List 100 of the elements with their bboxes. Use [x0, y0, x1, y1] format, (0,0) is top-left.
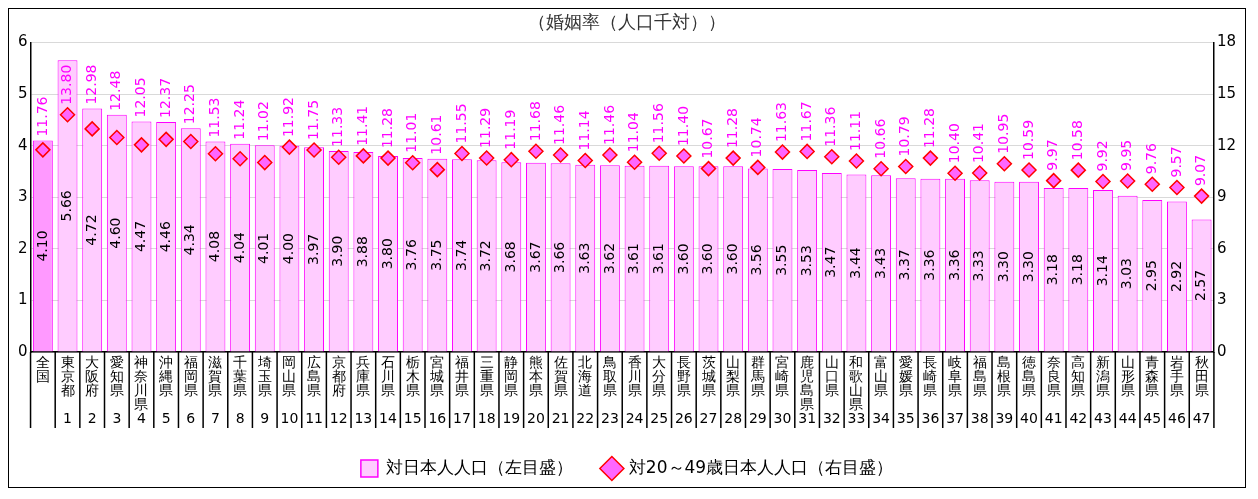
data-label: 11.04	[625, 112, 642, 153]
x-tick-label: 兵庫県 13	[354, 353, 373, 426]
x-tick-label: 宮崎県 30	[773, 353, 792, 426]
x-tick-label: 島根県 39	[995, 353, 1014, 426]
point	[84, 121, 100, 137]
data-label: 11.02	[255, 101, 272, 142]
data-label: 3.72	[477, 240, 494, 272]
data-label: 2.57	[1192, 269, 1209, 302]
x-tick-label: 長崎県 36	[921, 353, 940, 426]
x-tick-label: 富山県 34	[872, 353, 891, 426]
x-tick-label: 愛媛県 35	[896, 353, 915, 426]
point	[577, 152, 593, 169]
x-tick-label: 全国	[35, 353, 50, 384]
x-tick-label: 滋賀県 7	[208, 353, 223, 426]
data-label: 11.14	[575, 110, 592, 151]
x-tick-label: 青森県 45	[1143, 353, 1162, 426]
data-label: 3.75	[427, 239, 444, 271]
x-tick-label: 山形県 44	[1118, 353, 1137, 426]
data-label: 11.55	[452, 103, 469, 144]
point	[651, 145, 667, 162]
x-tick-label: 鹿児島県 31	[798, 353, 817, 426]
data-label: 4.60	[107, 217, 124, 249]
data-label: 10.40	[945, 123, 962, 164]
data-label: 3.76	[403, 239, 420, 271]
data-label: 10.66	[871, 118, 888, 159]
x-tick-label: 熊本県 20	[527, 353, 545, 426]
data-label: 11.56	[649, 103, 666, 144]
data-label: 11.92	[280, 97, 297, 138]
data-label: 3.03	[1118, 258, 1135, 290]
point	[676, 148, 692, 164]
x-tick-label: 群馬県 29	[748, 353, 767, 426]
data-label: 3.53	[797, 245, 814, 277]
x-tick-label: 大阪府 2	[85, 353, 100, 426]
x-tick-label: 鳥取県 23	[600, 353, 619, 426]
x-tick-label: 三重県 18	[477, 353, 496, 426]
x-tick-label: 栃木県 15	[403, 353, 422, 426]
data-label: 3.60	[674, 243, 691, 275]
x-tick-label: 静岡県 19	[502, 353, 521, 426]
point	[848, 153, 865, 169]
data-label: 3.14	[1093, 255, 1110, 287]
data-label: 3.55	[773, 244, 790, 276]
data-label: 10.74	[748, 117, 765, 158]
data-label: 11.46	[551, 104, 568, 146]
point	[750, 159, 766, 176]
data-label: 3.66	[551, 241, 568, 273]
point	[404, 155, 421, 171]
data-label: 2.92	[1167, 260, 1184, 293]
data-label: 5.66	[58, 190, 75, 222]
x-tick-label: 香川県 24	[625, 353, 644, 426]
point	[1021, 162, 1037, 178]
data-label: 4.72	[82, 214, 99, 246]
data-label: 4.00	[280, 233, 297, 265]
y2-tick-label: 3	[1216, 290, 1227, 309]
point	[355, 148, 372, 164]
point	[528, 143, 544, 159]
point	[158, 131, 174, 148]
point	[996, 156, 1013, 172]
x-tick-label: 奈良県 41	[1044, 353, 1063, 426]
x-tick-label: 高知県 42	[1069, 353, 1088, 426]
point	[824, 148, 840, 165]
data-label: 9.92	[1093, 140, 1110, 172]
x-tick-label: 千葉県 8	[233, 353, 248, 426]
data-label: 9.07	[1192, 154, 1209, 187]
x-tick-label: 和歌山県 33	[847, 353, 866, 426]
x-tick-label: 岩手県 46	[1168, 353, 1186, 426]
point	[626, 154, 643, 170]
data-label: 4.47	[132, 220, 149, 253]
point	[306, 142, 322, 158]
data-label: 10.79	[896, 116, 913, 157]
x-tick-label: 岡山県 10	[280, 353, 299, 426]
legend-label: 対日本人人口（左目盛）	[386, 456, 574, 477]
point	[1070, 162, 1087, 178]
data-label: 10.67	[699, 118, 716, 159]
data-label: 11.36	[822, 106, 839, 147]
point	[59, 107, 76, 123]
point	[1193, 188, 1210, 204]
point	[1144, 176, 1161, 192]
data-label: 11.19	[501, 109, 518, 150]
data-label: 4.46	[156, 221, 173, 253]
point	[700, 160, 717, 177]
x-tick-label: 広島県 11	[305, 353, 323, 426]
x-tick-label: 秋田県 47	[1192, 353, 1211, 426]
data-label: 12.37	[156, 77, 173, 119]
data-label: 11.53	[206, 97, 223, 138]
data-label: 3.30	[995, 251, 1011, 283]
x-tick-label: 福島県 38	[970, 353, 989, 426]
data-label: 11.33	[329, 106, 346, 147]
data-label: 10.61	[427, 114, 444, 155]
data-label: 3.18	[1044, 254, 1061, 286]
y2-tick-label: 15	[1216, 84, 1237, 103]
point	[774, 144, 791, 160]
y2-tick-label: 18	[1216, 32, 1237, 51]
point	[429, 161, 446, 178]
data-label: 12.05	[132, 77, 149, 118]
x-tick-label: 山梨県 28	[724, 353, 743, 426]
x-tick-label: 岐阜県 37	[946, 353, 964, 426]
data-label: 11.63	[773, 102, 790, 143]
x-tick-label: 福井県 17	[453, 353, 471, 426]
data-label: 2.95	[1142, 260, 1159, 292]
data-label: 11.01	[403, 112, 420, 153]
